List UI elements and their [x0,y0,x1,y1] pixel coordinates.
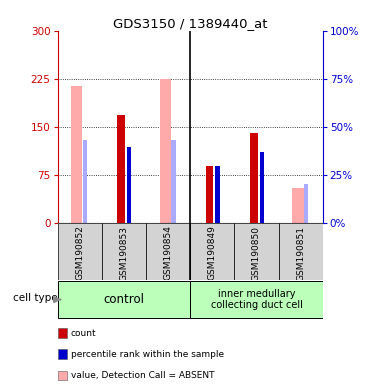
Text: GSM190849: GSM190849 [208,226,217,280]
Title: GDS3150 / 1389440_at: GDS3150 / 1389440_at [113,17,267,30]
Bar [190,281,323,318]
Bar [260,152,264,223]
Bar [58,223,102,280]
Bar [234,223,279,280]
Text: value, Detection Call = ABSENT: value, Detection Call = ABSENT [71,371,214,380]
Bar [279,223,323,280]
Bar [304,184,308,223]
Text: inner medullary
collecting duct cell: inner medullary collecting duct cell [210,289,302,310]
Text: percentile rank within the sample: percentile rank within the sample [71,350,224,359]
Bar [127,147,131,223]
Bar [206,166,213,223]
Bar [190,223,234,280]
Bar [83,139,87,223]
Bar [117,115,125,223]
Text: GSM190852: GSM190852 [75,226,84,280]
Bar [58,281,190,318]
Bar [72,86,82,223]
Bar [292,187,303,223]
Bar [250,133,258,223]
Text: GSM190850: GSM190850 [252,226,261,281]
Text: count: count [71,329,96,338]
Text: control: control [103,293,144,306]
Bar [102,223,146,280]
Bar [160,79,171,223]
Bar [215,166,220,223]
Text: GSM190851: GSM190851 [296,226,305,281]
Bar [146,223,190,280]
Text: GSM190854: GSM190854 [164,226,173,280]
Text: GSM190853: GSM190853 [119,226,128,281]
Text: cell type: cell type [13,293,58,303]
Bar [171,139,175,223]
